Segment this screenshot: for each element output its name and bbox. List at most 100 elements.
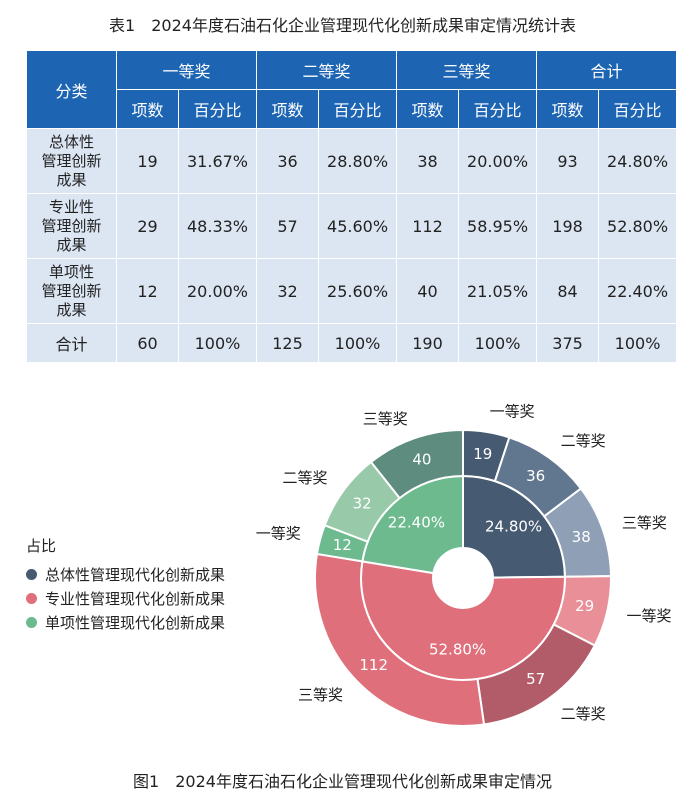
table-title: 表1 2024年度石油石化企业管理现代化创新成果审定情况统计表 [109, 16, 576, 35]
table-cell: 20.00% [458, 128, 538, 194]
inner-slice-label: 52.80% [429, 640, 486, 658]
header-count: 项数 [256, 89, 320, 129]
outer-slice-value: 32 [353, 495, 372, 513]
legend-swatch [26, 592, 37, 604]
outer-slice-name: 三等奖 [363, 410, 408, 428]
table-cell: 100% [458, 323, 538, 363]
table-cell: 57 [256, 193, 320, 259]
row-category: 专业性 管理创新 成果 [26, 193, 117, 259]
table-cell: 36 [256, 128, 320, 194]
table-cell: 125 [256, 323, 320, 363]
table-row: 总体性 管理创新 成果 19 31.67% 36 28.80% 38 20.00… [26, 128, 678, 194]
header-group: 三等奖 [396, 50, 538, 90]
inner-slice-label: 24.80% [485, 517, 542, 535]
header-pct: 百分比 [177, 89, 258, 129]
table-cell: 52.80% [598, 193, 678, 259]
table-cell: 190 [396, 323, 460, 363]
row-category-line: 管理创新 [41, 281, 102, 300]
legend-item: 单项性管理现代化创新成果 [26, 610, 225, 634]
legend-item: 专业性管理现代化创新成果 [26, 586, 225, 610]
legend-title: 占比 [26, 537, 57, 555]
legend-label: 单项性管理现代化创新成果 [45, 613, 226, 632]
table-cell: 32 [256, 258, 320, 324]
row-category-line: 管理创新 [41, 216, 102, 235]
table-cell: 84 [536, 258, 600, 324]
outer-slice-value: 57 [526, 670, 545, 688]
row-category-line: 成果 [56, 170, 87, 189]
outer-slice-name: 一等奖 [256, 525, 301, 543]
table-cell: 24.80% [598, 128, 678, 194]
row-category: 总体性 管理创新 成果 [26, 128, 117, 194]
legend-swatch [26, 568, 37, 580]
header-pct: 百分比 [458, 89, 538, 129]
table-cell: 198 [536, 193, 600, 259]
table-cell: 38 [396, 128, 460, 194]
table-cell: 29 [116, 193, 179, 259]
row-category-line: 管理创新 [41, 151, 102, 170]
legend-item: 总体性管理现代化创新成果 [26, 562, 225, 586]
table-cell: 58.95% [458, 193, 538, 259]
outer-slice-name: 二等奖 [561, 432, 606, 450]
legend-swatch [26, 616, 37, 628]
row-category-line: 单项性 [48, 262, 94, 281]
table-cell: 100% [177, 323, 258, 363]
header-category: 分类 [26, 50, 117, 129]
table-row-total: 合计 60 100% 125 100% 190 100% 375 100% [26, 323, 678, 363]
row-category-line: 总体性 [48, 132, 94, 151]
outer-slice-name: 二等奖 [561, 705, 606, 723]
table-cell: 40 [396, 258, 460, 324]
table-cell: 31.67% [177, 128, 258, 194]
header-pct: 百分比 [598, 89, 678, 129]
outer-slice-value: 112 [359, 656, 388, 674]
table-cell: 375 [536, 323, 600, 363]
outer-slice [369, 428, 464, 500]
table-cell: 19 [116, 128, 179, 194]
chart-legend: 占比 总体性管理现代化创新成果 专业性管理现代化创新成果 单项性管理现代化创新成… [26, 535, 225, 634]
outer-slice-name: 三等奖 [298, 686, 343, 704]
table-cell: 60 [116, 323, 179, 363]
outer-slice-value: 12 [333, 536, 352, 554]
row-category-line: 成果 [56, 235, 87, 254]
table-row: 专业性 管理创新 成果 29 48.33% 57 45.60% 112 58.9… [26, 193, 678, 259]
table-cell: 21.05% [458, 258, 538, 324]
row-category: 合计 [26, 323, 117, 363]
header-group: 二等奖 [256, 50, 398, 90]
table-cell: 22.40% [598, 258, 678, 324]
outer-slice-name: 一等奖 [490, 403, 535, 421]
table-cell: 28.80% [318, 128, 398, 194]
outer-slice-name: 一等奖 [627, 607, 672, 625]
row-category-line: 成果 [56, 300, 87, 319]
outer-slice-value: 29 [575, 597, 594, 615]
table-cell: 100% [598, 323, 678, 363]
outer-slice-value: 40 [412, 450, 431, 468]
header-count: 项数 [396, 89, 460, 129]
stats-table: 分类 一等奖 二等奖 三等奖 合计 项数 百分比 项数 百分比 项数 百分比 项… [26, 50, 678, 363]
inner-slice-label: 22.40% [388, 514, 445, 532]
outer-slice-value: 36 [526, 467, 545, 485]
table-cell: 112 [396, 193, 460, 259]
table-cell: 12 [116, 258, 179, 324]
sunburst-chart: 24.80% 52.80% 22.40% 19 一等奖 36 二等奖 38 三等奖 29 一等奖 57… [256, 403, 672, 727]
table-cell: 48.33% [177, 193, 258, 259]
header-group: 合计 [536, 50, 678, 90]
row-category: 单项性 管理创新 成果 [26, 258, 117, 324]
table-row: 单项性 管理创新 成果 12 20.00% 32 25.60% 40 21.05… [26, 258, 678, 324]
header-pct: 百分比 [318, 89, 398, 129]
outer-slice-value: 19 [473, 445, 492, 463]
row-category-line: 专业性 [48, 197, 94, 216]
header-count: 项数 [116, 89, 179, 129]
legend-label: 总体性管理现代化创新成果 [45, 565, 226, 584]
outer-slice-name: 三等奖 [622, 514, 667, 532]
outer-slice-name: 二等奖 [282, 469, 327, 487]
table-cell: 20.00% [177, 258, 258, 324]
header-count: 项数 [536, 89, 600, 129]
legend-label: 专业性管理现代化创新成果 [45, 589, 226, 608]
figure-caption: 图1 2024年度石油石化企业管理现代化创新成果审定情况 [133, 772, 552, 791]
table-cell: 100% [318, 323, 398, 363]
table-cell: 25.60% [318, 258, 398, 324]
table-cell: 93 [536, 128, 600, 194]
header-group: 一等奖 [115, 50, 258, 90]
table-cell: 45.60% [318, 193, 398, 259]
outer-slice [314, 552, 486, 727]
outer-slice-value: 38 [572, 528, 591, 546]
